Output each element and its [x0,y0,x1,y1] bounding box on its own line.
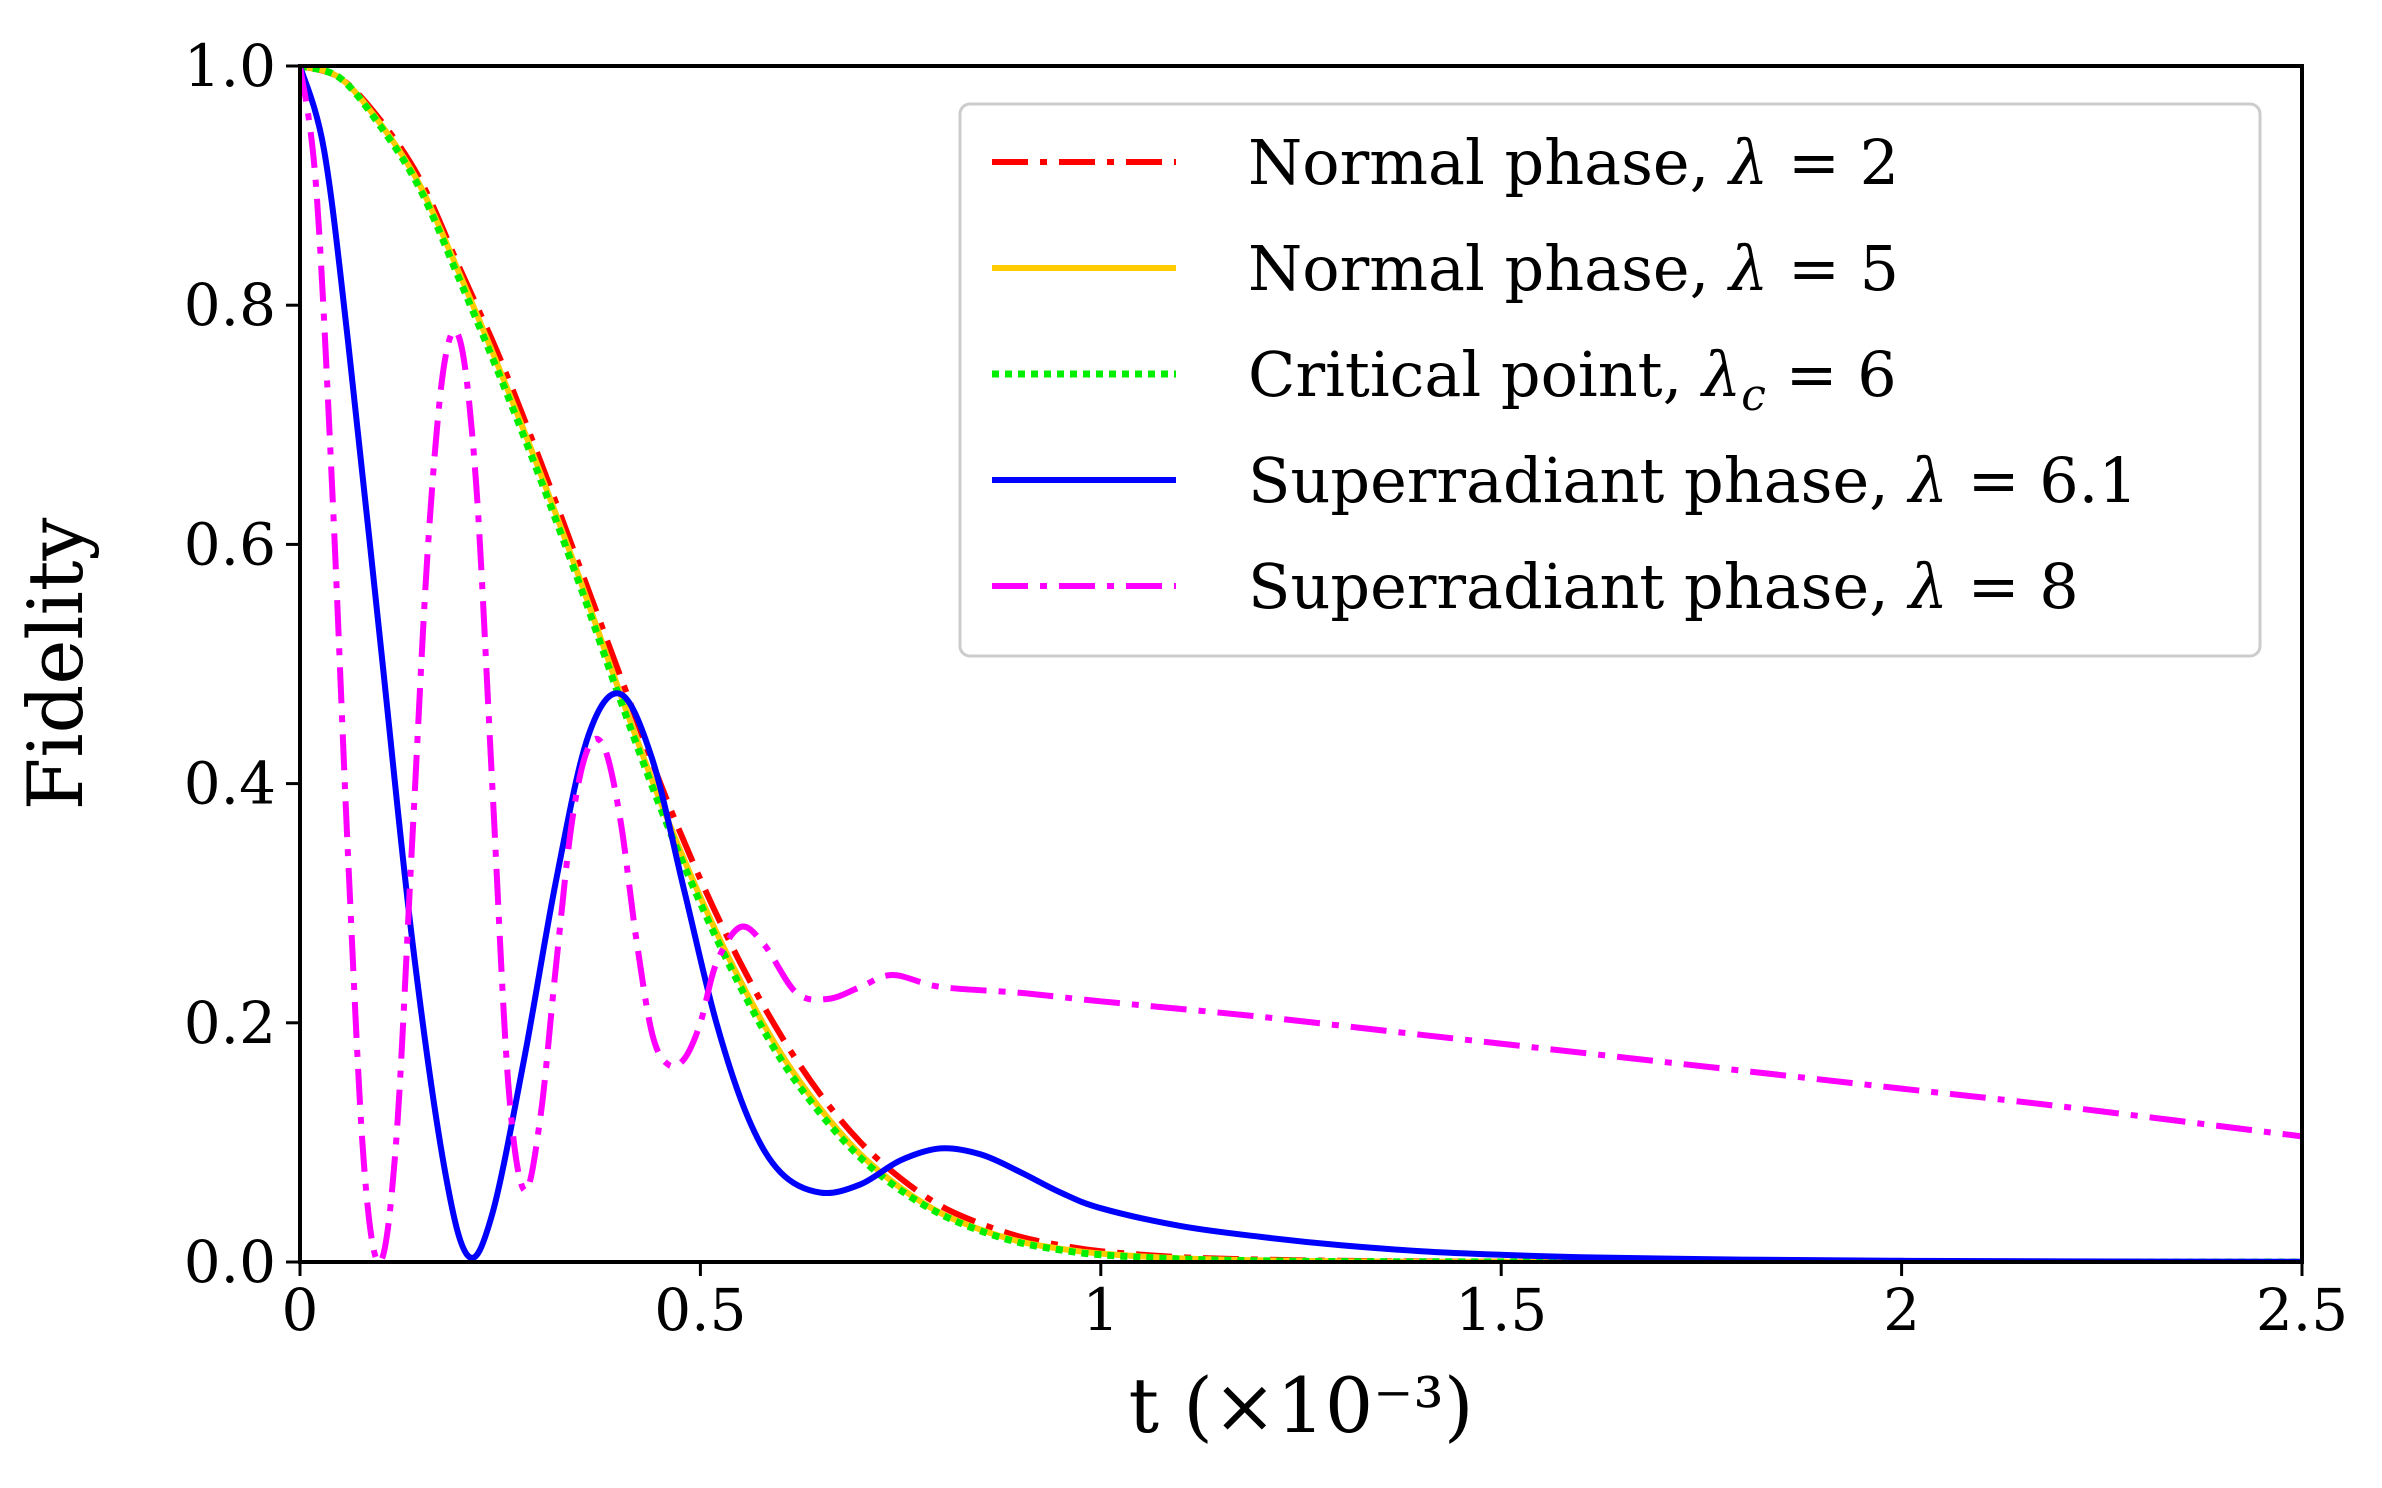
x-tick-label: 1.5 [1455,1276,1547,1344]
x-axis-title: t (×10⁻³) [1129,1361,1474,1450]
y-axis: 0.0 0.2 0.4 0.6 0.8 1.0 [184,32,300,1296]
x-tick-label: 0.5 [654,1276,746,1344]
legend-symbol: λ [1726,126,1768,199]
y-tick-label: 0.2 [184,989,276,1057]
legend-entry: Normal phase, λ = 5 [1248,232,1899,305]
legend-value: = 6.1 [1948,444,2138,517]
legend-symbol: λ [1906,550,1948,623]
legend-subscript: c [1741,370,1766,421]
series-line [300,66,2302,1262]
legend-label: Normal phase, [1248,126,1729,199]
legend-entry: Superradiant phase, λ = 6.1 [1248,444,2138,517]
legend-symbol: λ [1906,444,1948,517]
legend-frame [958,102,2262,658]
y-tick-label: 1.0 [184,32,276,100]
x-tick-label: 2.5 [2256,1276,2348,1344]
legend-label: Superradiant phase, [1248,444,1909,517]
y-tick-label: 0.8 [184,271,276,339]
y-axis-title: Fidelity [11,518,100,811]
legend-entry: Superradiant phase, λ = 8 [1248,550,2079,623]
legend-symbol: λ [1726,232,1768,305]
x-tick-label: 1 [1082,1276,1119,1344]
legend-value: = 5 [1768,232,1899,305]
legend-value: = 8 [1948,550,2079,623]
series-line [300,66,2302,1262]
x-tick-label: 0 [282,1276,319,1344]
legend-label: Critical point, [1248,338,1702,411]
y-tick-label: 0.0 [184,1228,276,1296]
plot-frame [298,64,2304,1264]
x-axis: 0 0.5 1 1.5 2 2.5 [282,1262,2348,1344]
legend-value: = 6 [1766,338,1897,411]
legend-entry: Normal phase, λ = 2 [1248,126,1899,199]
legend-label: Superradiant phase, [1248,550,1909,623]
y-tick-label: 0.6 [184,510,276,578]
legend-value: = 2 [1768,126,1899,199]
legend-symbol: λ [1699,338,1741,411]
legend-entry: Critical point, λc = 6 [1248,338,1897,421]
y-tick-label: 0.4 [184,750,276,818]
legend-label: Normal phase, [1248,232,1729,305]
x-tick-label: 2 [1883,1276,1920,1344]
